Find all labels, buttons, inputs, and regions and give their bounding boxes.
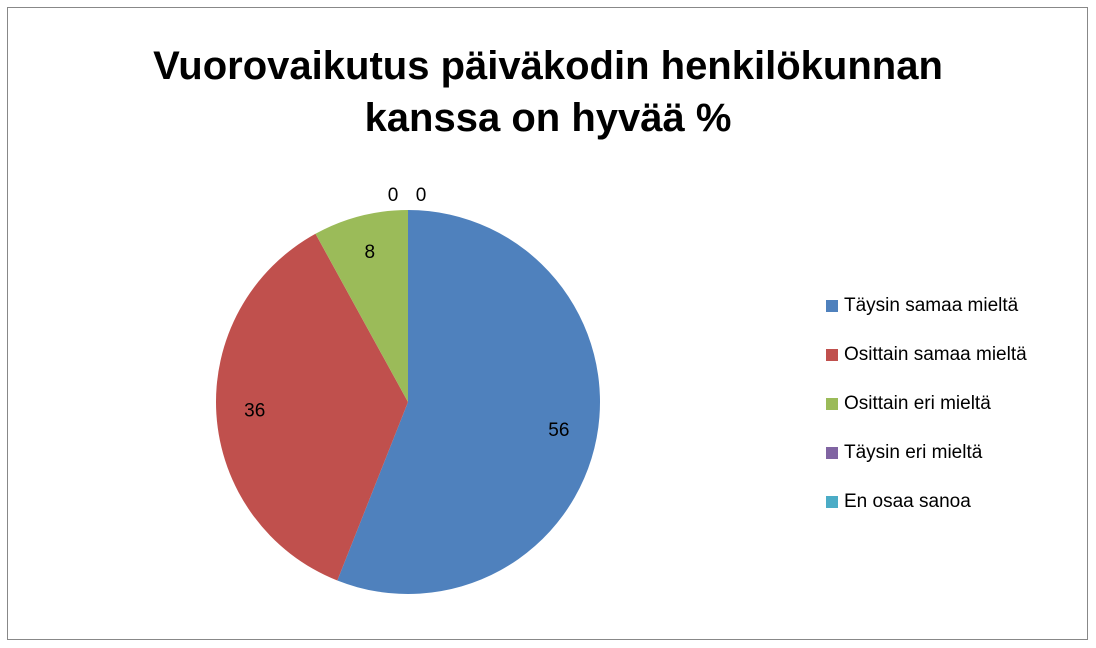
pie-slice	[337, 210, 600, 594]
legend-swatch	[826, 398, 838, 410]
data-label: 56	[548, 420, 569, 441]
legend-swatch	[826, 496, 838, 508]
data-label: 0	[388, 185, 399, 206]
pie-slice	[315, 210, 408, 402]
legend-label: En osaa sanoa	[844, 491, 971, 512]
chart-title: Vuorovaikutus päiväkodin henkilökunnan k…	[153, 44, 943, 140]
legend-swatch	[826, 349, 838, 361]
legend-swatch	[826, 300, 838, 312]
chart-border	[7, 7, 1088, 640]
data-label: 36	[244, 401, 265, 422]
legend-label: Täysin eri mieltä	[844, 442, 983, 463]
legend-swatch	[826, 447, 838, 459]
data-label: 0	[416, 185, 427, 206]
pie-slice	[216, 233, 408, 581]
legend-label: Täysin samaa mieltä	[844, 295, 1019, 316]
data-label: 8	[365, 242, 376, 263]
legend-label: Osittain eri mieltä	[844, 393, 991, 414]
legend-label: Osittain samaa mieltä	[844, 344, 1027, 365]
